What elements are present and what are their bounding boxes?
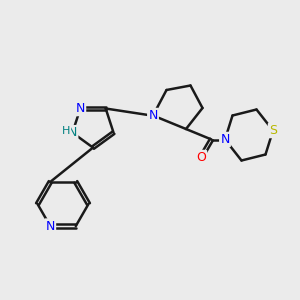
- Text: N: N: [148, 109, 158, 122]
- Text: N: N: [46, 220, 55, 232]
- Text: N: N: [76, 102, 85, 115]
- Text: N: N: [220, 133, 230, 146]
- Text: O: O: [196, 151, 206, 164]
- Text: H: H: [62, 126, 70, 136]
- Text: S: S: [269, 124, 277, 137]
- Text: N: N: [68, 126, 77, 139]
